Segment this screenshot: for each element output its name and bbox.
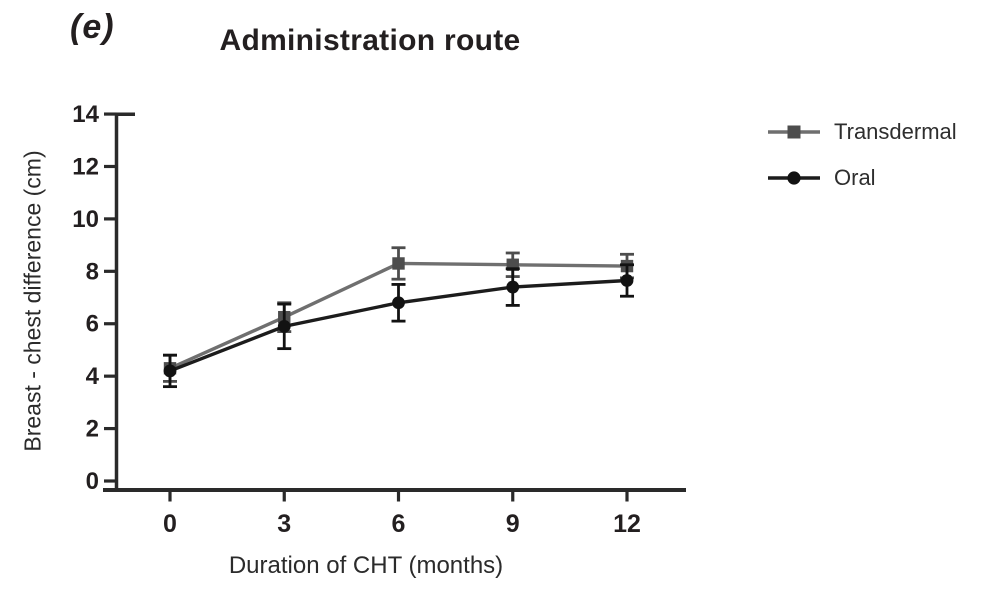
y-tick-label: 12: [72, 153, 99, 180]
legend-label-oral: Oral: [834, 165, 876, 190]
data-point-circle: [620, 274, 634, 287]
y-tick-label: 6: [86, 311, 99, 338]
data-point-circle: [277, 319, 291, 333]
panel-label: (e): [70, 8, 115, 46]
legend-label-transdermal: Transdermal: [834, 119, 957, 144]
legend-item-transdermal: Transdermal: [768, 118, 957, 146]
y-tick-label: 14: [72, 101, 99, 128]
transdermal-square-marker-icon: [768, 125, 820, 139]
x-axis-label: Duration of CHT (months): [228, 552, 504, 579]
y-tick-label: 4: [86, 363, 100, 390]
y-axis-line: [114, 112, 135, 490]
legend-item-oral: Oral: [768, 164, 957, 192]
y-tick-label: 10: [72, 206, 99, 233]
y-tick-label: 8: [86, 258, 99, 285]
data-point-circle: [506, 280, 520, 294]
chart-title: Administration route: [219, 24, 521, 57]
x-tick-label: 9: [506, 510, 520, 538]
y-tick-label: 0: [86, 468, 99, 495]
data-point-square: [392, 257, 405, 270]
series-oral: [163, 263, 634, 389]
x-tick-label: 0: [163, 510, 177, 538]
data-point-circle: [392, 296, 405, 310]
x-tick-label: 6: [392, 510, 406, 538]
x-tick-label: 12: [613, 510, 641, 538]
x-tick-label: 3: [277, 510, 291, 538]
data-point-circle: [163, 364, 177, 378]
legend: Transdermal Oral: [768, 118, 957, 210]
legend-square: [787, 125, 801, 139]
legend-circle: [787, 171, 801, 185]
y-tick-label: 2: [86, 416, 99, 443]
oral-circle-marker-icon: [768, 171, 820, 185]
